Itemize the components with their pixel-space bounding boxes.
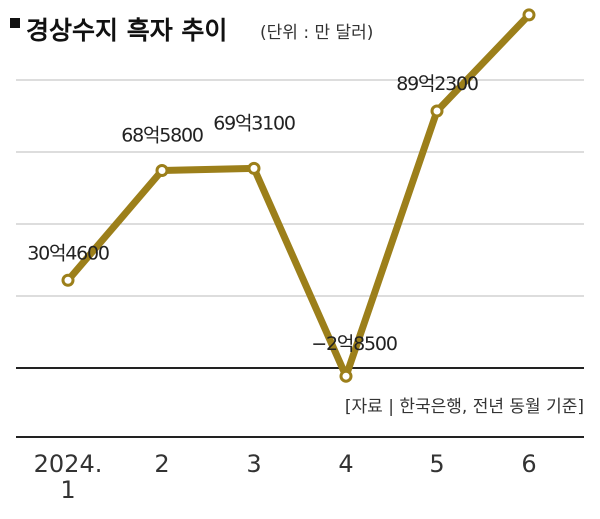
chart-title: 경상수지 흑자 추이 — [26, 16, 227, 45]
data-point — [339, 369, 353, 383]
data-point — [155, 163, 169, 177]
x-tick-label: 3 — [246, 450, 261, 478]
source-note: [자료 | 한국은행, 전년 동월 기준] — [345, 397, 584, 417]
x-tick-label: 2 — [154, 450, 169, 478]
x-axis-ticks: 2024. 1 2 3 4 5 6 — [34, 450, 537, 504]
data-label: 69억3100 — [213, 112, 295, 134]
x-tick-label: 4 — [338, 450, 353, 478]
data-label: 89억2300 — [396, 73, 478, 95]
data-label: 30억4600 — [27, 242, 109, 264]
data-point — [247, 161, 261, 175]
grid-lines — [16, 79, 584, 438]
x-tick-label: 6 — [521, 450, 536, 478]
data-label: 68억5800 — [121, 124, 203, 146]
chart-unit: (단위 : 만 달러) — [260, 23, 373, 43]
data-point — [522, 8, 536, 22]
title-marker — [10, 18, 20, 28]
x-tick-label: 5 — [429, 450, 444, 478]
data-markers — [61, 8, 536, 383]
data-label: −2억8500 — [311, 333, 397, 355]
data-labels: 30억460068억580069억3100−2억850089억2300122억6… — [27, 73, 479, 355]
data-point — [430, 104, 444, 118]
series-line — [64, 11, 533, 380]
data-point — [61, 273, 75, 287]
x-tick-label: 2024. 1 — [34, 450, 103, 504]
